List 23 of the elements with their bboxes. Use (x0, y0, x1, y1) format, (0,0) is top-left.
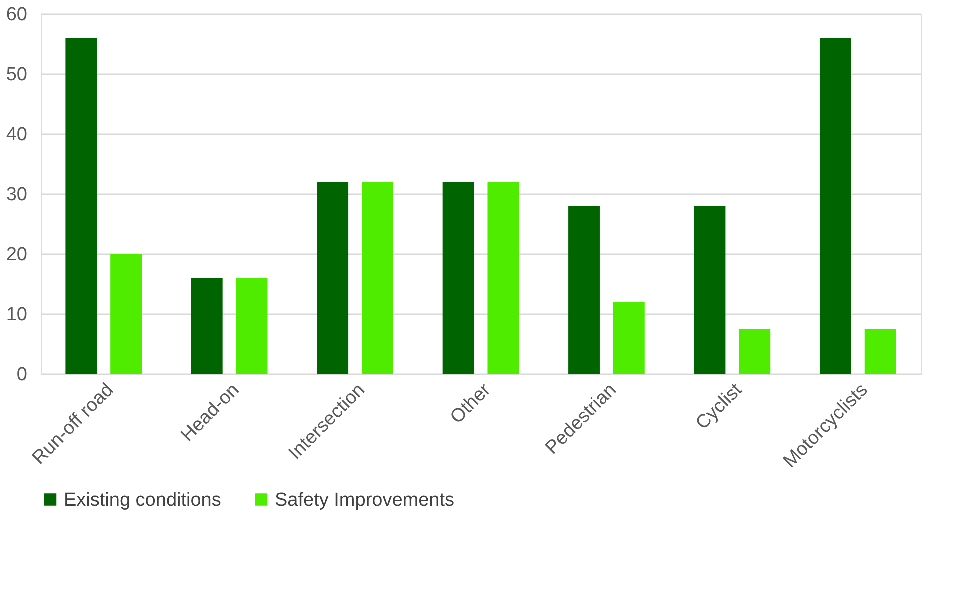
bar (739, 329, 771, 374)
bar (568, 206, 600, 374)
bar (317, 182, 349, 374)
y-tick-label: 30 (6, 184, 28, 206)
bar (442, 182, 474, 374)
bar (362, 182, 394, 374)
bar (694, 206, 726, 374)
legend-label: Existing conditions (64, 490, 222, 511)
bar (820, 38, 852, 374)
bar (488, 182, 520, 374)
bar (191, 278, 223, 374)
legend-label: Safety Improvements (275, 490, 455, 511)
bar (66, 38, 98, 374)
y-tick-label: 40 (6, 124, 28, 146)
y-tick-label: 10 (6, 304, 28, 326)
y-tick-label: 20 (6, 244, 28, 266)
bar (864, 329, 896, 374)
bar (236, 278, 268, 374)
y-tick-label: 50 (6, 64, 28, 86)
y-tick-label: 0 (16, 364, 28, 386)
bar (110, 254, 142, 374)
y-tick-label: 60 (6, 4, 28, 26)
bar (613, 302, 645, 374)
